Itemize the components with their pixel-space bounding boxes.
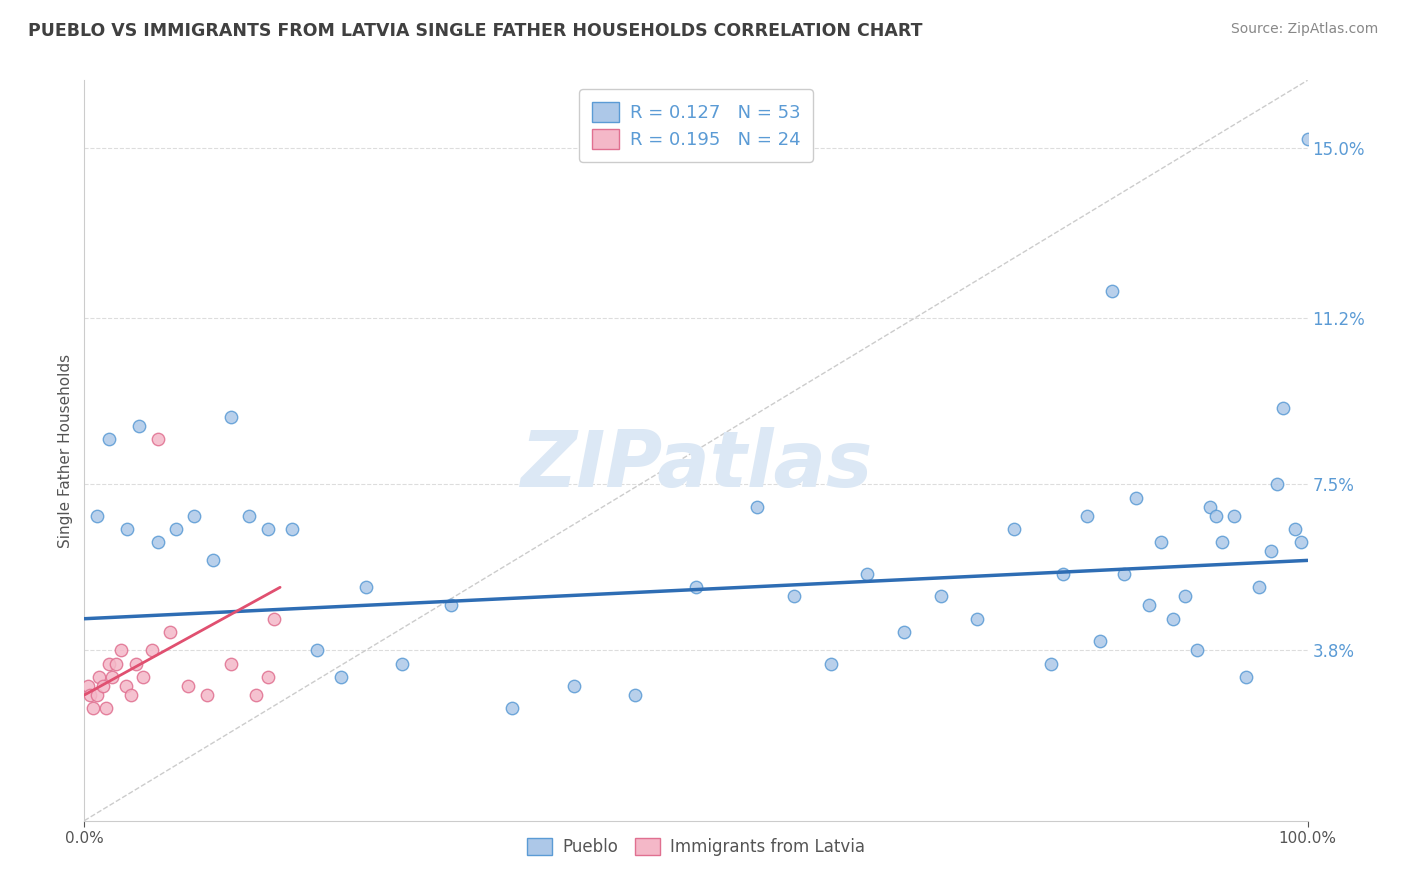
Point (1211, 535, 1233, 549)
Point (1101, 284, 1123, 298)
Point (1198, 500, 1220, 514)
Point (146, 535, 169, 549)
Point (159, 625, 181, 640)
Legend: Pueblo, Immigrants from Latvia: Pueblo, Immigrants from Latvia (519, 830, 873, 864)
Point (110, 643, 132, 657)
Point (281, 522, 304, 536)
Point (183, 508, 205, 523)
Point (86, 508, 108, 523)
Point (624, 688, 647, 702)
Point (305, 643, 328, 657)
Point (87, 670, 110, 684)
Point (201, 553, 224, 567)
Point (146, 432, 169, 446)
Point (354, 580, 377, 594)
Text: PUEBLO VS IMMIGRANTS FROM LATVIA SINGLE FATHER HOUSEHOLDS CORRELATION CHART: PUEBLO VS IMMIGRANTS FROM LATVIA SINGLE … (28, 22, 922, 40)
Point (86, 688, 108, 702)
Point (1265, 477, 1288, 491)
Point (97, 657, 120, 671)
Point (79, 688, 101, 702)
Point (391, 657, 413, 671)
Point (747, 500, 769, 514)
Point (1205, 508, 1227, 523)
Point (177, 679, 200, 693)
Point (1272, 401, 1295, 415)
Point (1150, 535, 1173, 549)
Point (165, 522, 187, 536)
Point (929, 589, 952, 603)
Point (502, 701, 524, 715)
Point (97, 432, 120, 446)
Point (893, 625, 915, 640)
Point (263, 612, 285, 626)
Point (96, 701, 118, 715)
Point (120, 688, 142, 702)
Point (685, 580, 707, 594)
Point (1076, 508, 1098, 523)
Point (1088, 634, 1111, 648)
Point (1052, 566, 1074, 581)
Point (856, 566, 879, 581)
Point (1039, 657, 1062, 671)
Point (1125, 491, 1147, 505)
Point (195, 688, 218, 702)
Point (219, 657, 242, 671)
Point (1174, 589, 1197, 603)
Point (330, 670, 353, 684)
Text: Source: ZipAtlas.com: Source: ZipAtlas.com (1230, 22, 1378, 37)
Point (440, 599, 463, 613)
Point (820, 657, 842, 671)
Point (125, 657, 148, 671)
Point (257, 670, 280, 684)
Point (1236, 670, 1258, 684)
Point (1137, 599, 1160, 613)
Point (562, 679, 585, 693)
Point (132, 670, 155, 684)
Point (141, 643, 163, 657)
Point (105, 657, 128, 671)
Point (257, 522, 280, 536)
Point (115, 679, 138, 693)
Point (966, 612, 988, 626)
Point (77, 679, 100, 693)
Point (783, 589, 806, 603)
Point (1296, 131, 1319, 145)
Point (1284, 522, 1306, 536)
Point (101, 670, 124, 684)
Point (1114, 566, 1136, 581)
Point (1161, 612, 1184, 626)
Point (115, 522, 138, 536)
Point (128, 418, 150, 433)
Point (1187, 643, 1209, 657)
Point (1223, 508, 1246, 523)
Point (1291, 535, 1313, 549)
Point (238, 508, 260, 523)
Point (1247, 580, 1270, 594)
Point (1002, 522, 1025, 536)
Point (245, 688, 267, 702)
Text: ZIPatlas: ZIPatlas (520, 427, 872, 503)
Y-axis label: Single Father Households: Single Father Households (58, 353, 73, 548)
Point (82, 701, 104, 715)
Point (219, 409, 242, 424)
Point (91, 679, 114, 693)
Point (1260, 544, 1282, 558)
